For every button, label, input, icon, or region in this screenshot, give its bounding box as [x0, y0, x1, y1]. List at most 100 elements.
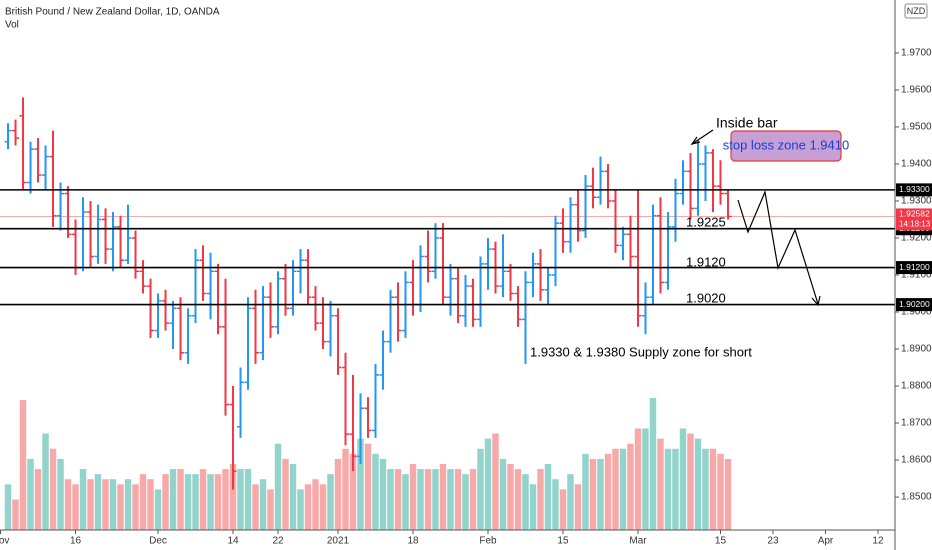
volume-bar [612, 448, 619, 530]
y-tick-label: 1.86000 [901, 455, 932, 466]
volume-bar [349, 453, 357, 530]
volume-bar [327, 474, 334, 530]
volume-bar [379, 458, 387, 530]
volume-bar [42, 433, 49, 530]
volume-bar [454, 469, 462, 530]
volume-bar [132, 484, 139, 530]
x-tick-label: Dec [149, 536, 167, 547]
volume-bar [499, 458, 507, 530]
volume-bar [664, 448, 672, 530]
y-tick-label: 1.95000 [901, 122, 932, 133]
volume-bar [57, 458, 64, 530]
volume-bar [214, 474, 222, 530]
annotation: 1.9120 [686, 254, 726, 269]
last-price-box [896, 208, 932, 231]
level-label-box [896, 261, 932, 275]
volume-bar [409, 464, 417, 530]
volume-bar [304, 484, 312, 530]
volume-bar [274, 443, 282, 530]
volume-bar [672, 448, 679, 530]
x-tick-label: 14 [227, 536, 239, 547]
volume-bar [394, 469, 402, 530]
annotation: Inside bar [716, 115, 778, 131]
volume-bar [109, 479, 117, 530]
volume-bar [604, 453, 612, 530]
volume-bar [244, 469, 252, 530]
volume-bar [642, 428, 649, 530]
volume-bar [364, 443, 372, 530]
volume-bar [432, 469, 439, 530]
volume-bar [169, 469, 177, 530]
x-tick-label: 16 [70, 536, 82, 547]
volume-bar [79, 469, 87, 530]
volume-bar [657, 438, 664, 530]
volume-bar [154, 489, 162, 530]
x-tick-label: Mar [629, 536, 647, 547]
volume-bar [282, 458, 289, 530]
y-tick-label: 1.97000 [901, 48, 932, 59]
level-label: 1.91200 [899, 262, 930, 272]
annotation: 1.9330 & 1.9380 Supply zone for short [530, 344, 752, 359]
volume-bar [649, 398, 657, 530]
x-tick-label: 23 [767, 536, 779, 547]
annotation: 1.9225 [686, 214, 726, 229]
volume-bar [619, 448, 627, 530]
volume-bar [424, 469, 432, 530]
volume-bar [312, 479, 319, 530]
x-tick-label: 18 [407, 536, 419, 547]
volume-bar [334, 458, 342, 530]
volume-bar [72, 484, 79, 530]
volume-bar [597, 458, 604, 530]
axes: 1.97000 1.96000 1.95000 1.94000 1.93000 1.920… [0, 48, 932, 547]
volume-label: Vol [5, 20, 19, 31]
y-tick-label: 1.89000 [901, 344, 932, 355]
annotations: Inside bar stop loss zone 1.9410 1.9225 1.9… [530, 115, 849, 360]
volume-bar [192, 474, 199, 530]
volume-bar [552, 479, 559, 530]
volume-bar [27, 458, 34, 530]
chart-title: British Pound / New Zealand Dollar, 1D, … [5, 7, 220, 18]
volume-bar [177, 469, 184, 530]
volume-bar [64, 479, 72, 530]
x-tick-label: Nov [0, 536, 9, 547]
volume-bar [87, 479, 94, 530]
volume-bar [342, 448, 349, 530]
volume-bar [259, 479, 267, 530]
y-tick-label: 1.94000 [901, 159, 932, 170]
y-tick-label: 1.91000 [901, 270, 932, 281]
volume-bar [484, 438, 492, 530]
volume-bar [574, 484, 582, 530]
x-tick-label: 2021 [327, 536, 350, 547]
volume-bar [439, 464, 447, 530]
volume-bar [559, 489, 567, 530]
y-tick-label: 1.93000 [901, 196, 932, 207]
x-tick-label: 12 [872, 536, 884, 547]
volume-bar [252, 484, 259, 530]
volume-bar [357, 438, 364, 530]
annotation: 1.9020 [686, 290, 726, 305]
level-label: 1.90200 [899, 299, 930, 309]
level-label: 1.93300 [899, 184, 930, 194]
y-tick-label: 1.85000 [901, 492, 932, 503]
volume-bar [139, 474, 147, 530]
projection-arrowhead [811, 295, 821, 307]
volume-bar [634, 428, 642, 530]
level-label-box [896, 298, 932, 312]
level-label-box [896, 183, 932, 197]
volume-bar [162, 474, 169, 530]
volume-bar [537, 469, 544, 530]
volume-bar [679, 428, 687, 530]
volume-bar [529, 484, 537, 530]
volume-bar [717, 453, 724, 530]
currency-box[interactable] [904, 3, 928, 19]
volume-bar [19, 400, 27, 530]
volume-bar [687, 433, 694, 530]
volume-layer [4, 398, 732, 530]
volume-bar [229, 464, 237, 530]
last-price-label: 1.92582 [899, 209, 930, 219]
volume-bar [267, 489, 274, 530]
x-tick-label: Feb [479, 536, 497, 547]
volume-bar [522, 474, 529, 530]
volume-bar [34, 469, 42, 530]
